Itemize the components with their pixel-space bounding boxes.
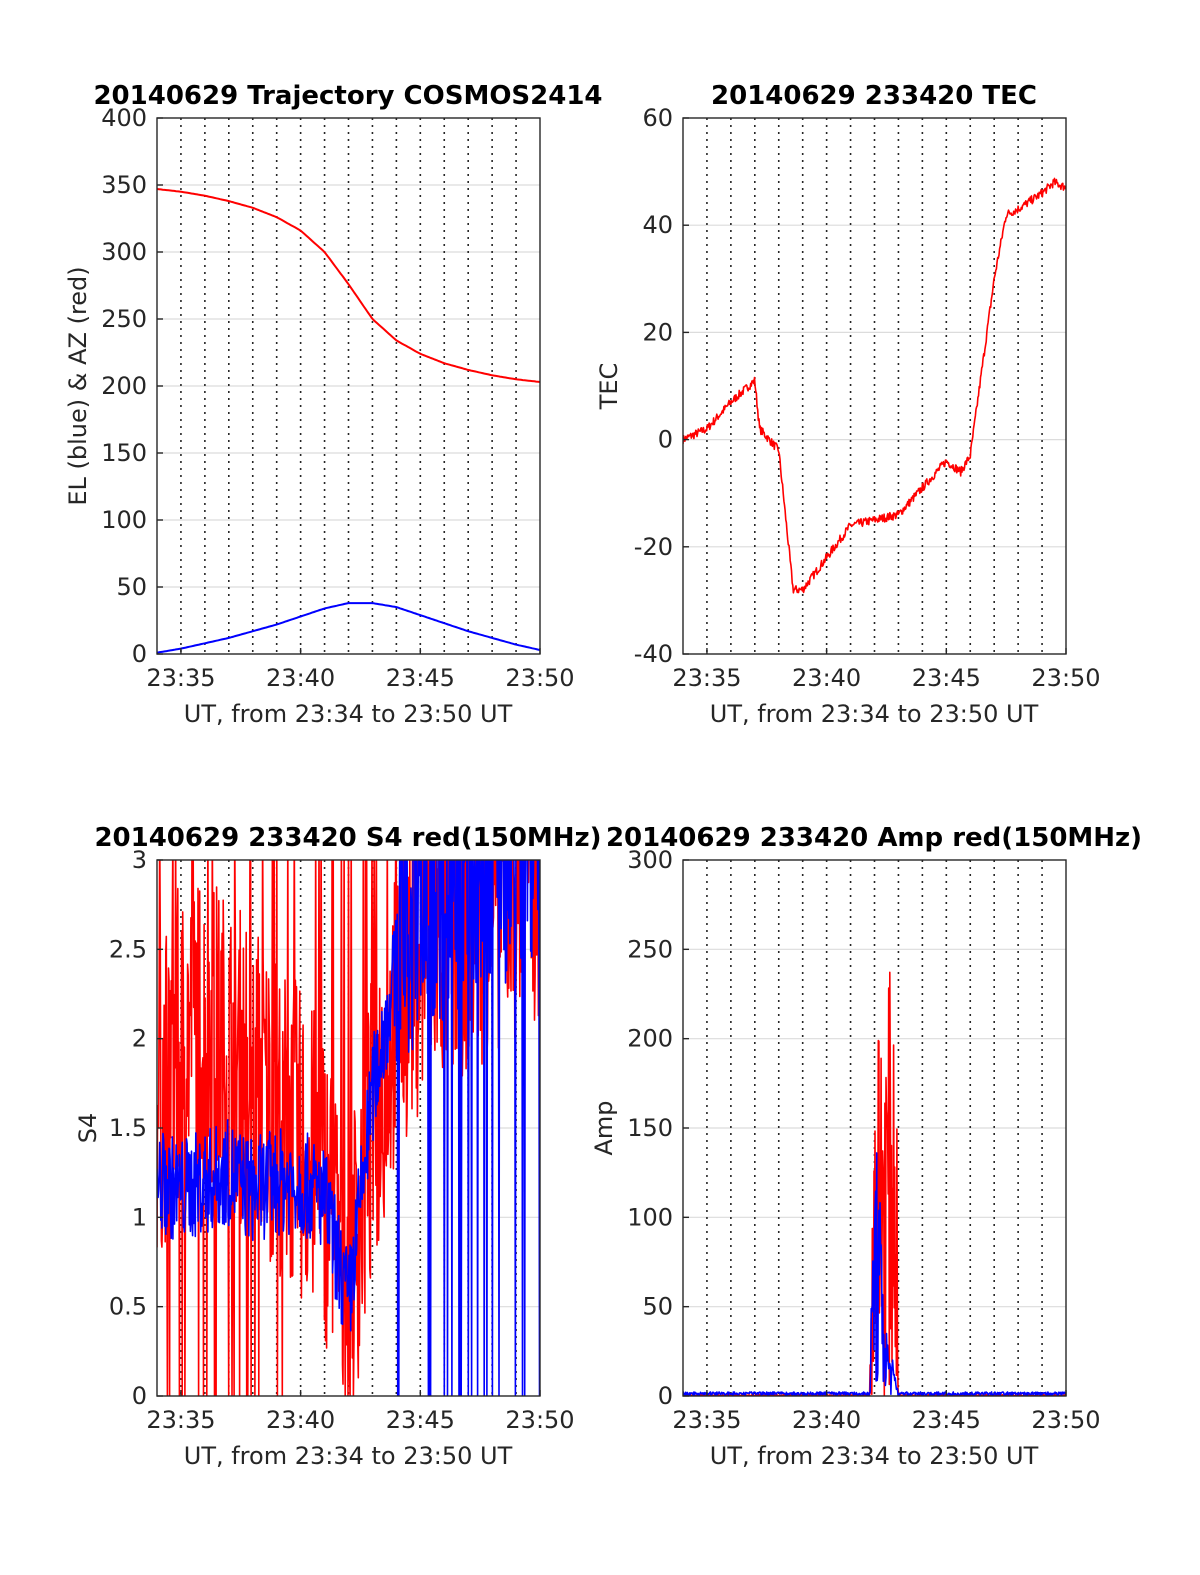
y-tick-label: 100: [627, 1203, 673, 1231]
y-tick-label: 200: [101, 372, 147, 400]
panel-amp-xlabel: UT, from 23:34 to 23:50 UT: [710, 1442, 1039, 1470]
x-tick-label: 23:40: [266, 664, 335, 692]
panel-tec: -40 -20 0 20 40 60 23:35 23:40 23:45 23:50 201406…: [595, 81, 1101, 728]
panel-amp: 0 50 100 150 200 250 300 23:35 23:40 23:45 23:50 2…: [590, 823, 1142, 1470]
y-tick-label: 300: [101, 238, 147, 266]
x-tick-label: 23:45: [386, 664, 455, 692]
x-tick-label: 23:50: [1031, 1406, 1100, 1434]
x-tick-label: 23:35: [146, 664, 215, 692]
panel-amp-ylabel: Amp: [590, 1100, 618, 1155]
x-tick-label: 23:50: [505, 1406, 574, 1434]
x-tick-label: 23:35: [146, 1406, 215, 1434]
panel-tec-xlabel: UT, from 23:34 to 23:50 UT: [710, 700, 1039, 728]
panel-trajectory: 0 50 100 150 200 250 300 350 400 23:35 23:40 23:45 2…: [64, 81, 603, 728]
panel-tec-title: 20140629 233420 TEC: [711, 81, 1037, 111]
y-tick-label: 100: [101, 506, 147, 534]
y-tick-label: 2.5: [109, 935, 147, 963]
y-tick-label: 60: [642, 104, 673, 132]
y-tick-label: 50: [642, 1293, 673, 1321]
panel-amp-title: 20140629 233420 Amp red(150MHz): [606, 823, 1142, 853]
panel-s4: 0 0.5 1 1.5 2 2.5 3 23:35 23:40 23:45 23:50 201406…: [74, 823, 602, 1470]
panel-trajectory-xlabel: UT, from 23:34 to 23:50 UT: [184, 700, 513, 728]
series-line-blue: [157, 602, 540, 654]
y-tick-label: 1.5: [109, 1114, 147, 1142]
y-tick-label: 2: [132, 1025, 147, 1053]
y-tick-label: -20: [634, 533, 673, 561]
y-tick-label: 20: [642, 318, 673, 346]
y-tick-label: 0.5: [109, 1293, 147, 1321]
panel-trajectory-title: 20140629 Trajectory COSMOS2414: [93, 81, 602, 111]
x-tick-label: 23:40: [266, 1406, 335, 1434]
series-line-blue: [157, 860, 540, 1396]
y-tick-label: 250: [627, 935, 673, 963]
x-tick-label: 23:50: [1031, 664, 1100, 692]
y-tick-label: 50: [116, 573, 147, 601]
y-tick-label: 250: [101, 305, 147, 333]
y-tick-label: 40: [642, 211, 673, 239]
y-tick-label: 3: [132, 846, 147, 874]
y-tick-label: 150: [101, 439, 147, 467]
x-tick-label: 23:40: [792, 664, 861, 692]
series-line-red: [683, 177, 1066, 594]
panel-s4-title: 20140629 233420 S4 red(150MHz): [94, 823, 601, 853]
x-tick-label: 23:35: [672, 1406, 741, 1434]
panel-tec-ylabel: TEC: [595, 363, 623, 411]
x-tick-label: 23:45: [386, 1406, 455, 1434]
y-tick-label: -40: [634, 640, 673, 668]
panel-s4-xlabel: UT, from 23:34 to 23:50 UT: [184, 1442, 513, 1470]
panel-tec-frame: [682, 117, 1067, 655]
panel-s4-ylabel: S4: [74, 1113, 102, 1144]
series-line-red: [157, 188, 540, 383]
panel-trajectory-ylabel: EL (blue) & AZ (red): [64, 266, 92, 505]
y-tick-label: 0: [132, 1382, 147, 1410]
x-tick-label: 23:50: [505, 664, 574, 692]
series-line-blue: [683, 1152, 1066, 1396]
y-tick-label: 400: [101, 104, 147, 132]
x-tick-label: 23:45: [912, 1406, 981, 1434]
y-tick-label: 0: [132, 640, 147, 668]
x-tick-label: 23:45: [912, 664, 981, 692]
y-tick-label: 150: [627, 1114, 673, 1142]
x-tick-label: 23:40: [792, 1406, 861, 1434]
y-tick-label: 300: [627, 846, 673, 874]
y-tick-label: 350: [101, 171, 147, 199]
y-tick-label: 0: [658, 1382, 673, 1410]
y-tick-label: 1: [132, 1203, 147, 1231]
x-tick-label: 23:35: [672, 664, 741, 692]
y-tick-label: 200: [627, 1025, 673, 1053]
y-tick-label: 0: [658, 426, 673, 454]
